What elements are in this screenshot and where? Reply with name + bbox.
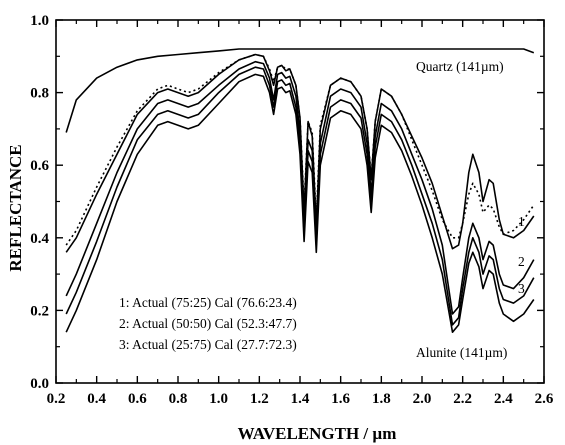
x-tick-label: 2.2 (453, 391, 472, 407)
y-tick-label: 0.8 (30, 86, 49, 102)
series-line-4 (65, 60, 535, 315)
curve-1-label: 1 (518, 214, 525, 229)
x-tick-label: 1.0 (209, 391, 228, 407)
legend-line-2: 2: Actual (50:50) Cal (52.3:47.7) (119, 316, 297, 331)
series-group (65, 48, 535, 333)
x-tick-label: 2.6 (535, 391, 554, 407)
x-tick-label: 1.6 (331, 391, 350, 407)
x-tick-label: 2.0 (413, 391, 432, 407)
y-tick-label: 0.6 (30, 158, 49, 174)
x-tick-label: 0.4 (87, 391, 106, 407)
curve-3-label: 3 (518, 281, 525, 296)
x-tick-label: 2.4 (494, 391, 513, 407)
x-tick-label: 1.8 (372, 391, 391, 407)
series-line-6 (65, 73, 535, 333)
axis-ticks: 0.2 0.4 0.6 0.8 1.0 1.2 1.4 1.6 1.8 2.0 2.2 2.4 2.6 0… (30, 13, 554, 407)
series-line-1 (65, 48, 535, 133)
series-line-2 (65, 53, 535, 253)
y-tick-label: 1.0 (30, 13, 49, 29)
x-tick-label: 1.4 (291, 391, 310, 407)
legend-line-1: 1: Actual (75:25) Cal (76.6:23.4) (119, 295, 297, 310)
x-tick-label: 0.8 (169, 391, 188, 407)
curve-2-label: 2 (518, 254, 525, 269)
alunite-label: Alunite (141µm) (416, 345, 507, 360)
series-line-3 (65, 53, 535, 246)
y-tick-label: 0.2 (30, 303, 49, 319)
y-tick-label: 0.4 (30, 231, 49, 247)
legend-line-3: 3: Actual (25:75) Cal (27.7:72.3) (119, 337, 297, 352)
x-tick-label: 0.6 (128, 391, 147, 407)
series-line-5 (65, 66, 535, 326)
y-axis-title: REFLECTANCE (6, 144, 25, 271)
x-tick-label: 1.2 (250, 391, 269, 407)
quartz-label: Quartz (141µm) (416, 59, 504, 74)
y-tick-label: 0.0 (30, 376, 49, 392)
x-tick-label: 0.2 (47, 391, 66, 407)
x-axis-title: WAVELENGTH / µm (238, 424, 397, 443)
